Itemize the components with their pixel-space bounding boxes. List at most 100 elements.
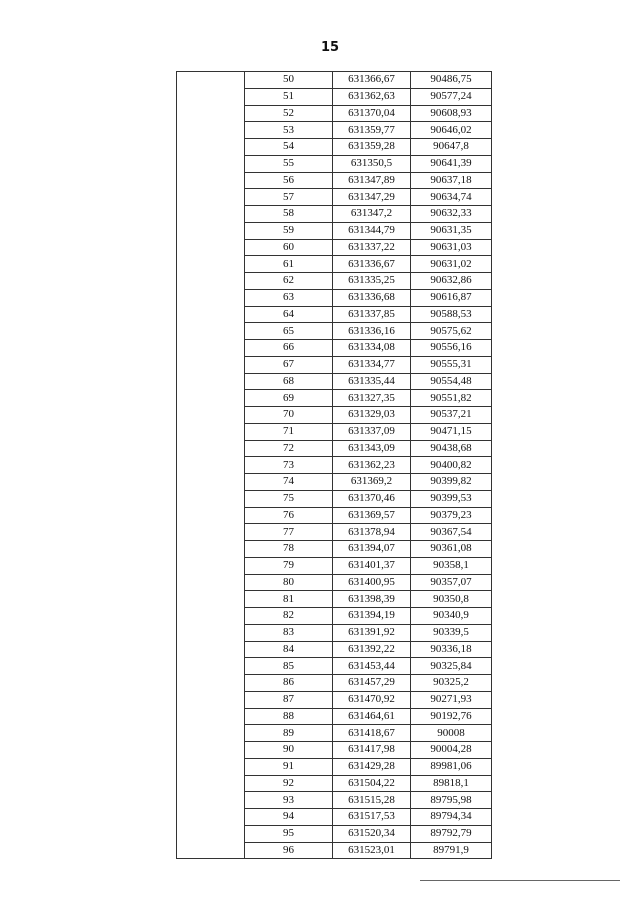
point-number-cell: 82 — [244, 607, 333, 625]
x-coordinate-cell: 631347,29 — [332, 188, 411, 206]
y-coordinate-cell: 90575,62 — [410, 322, 492, 340]
x-coordinate-cell: 631418,67 — [332, 724, 411, 742]
point-number-cell: 58 — [244, 205, 333, 223]
table-row: 72 631343,09 90438,68 — [177, 439, 492, 458]
table-row: 61 631336,67 90631,02 — [177, 255, 492, 273]
x-coordinate-cell: 631335,25 — [332, 272, 411, 290]
y-coordinate-cell: 90646,02 — [410, 121, 492, 139]
y-coordinate-cell: 90641,39 — [410, 154, 492, 173]
table-row: 91 631429,28 89981,06 — [177, 757, 492, 776]
y-coordinate-cell: 90632,86 — [410, 272, 492, 290]
x-coordinate-cell: 631344,79 — [332, 221, 411, 240]
point-number-cell: 61 — [244, 255, 333, 273]
table-row: 85 631453,44 90325,84 — [177, 657, 492, 675]
point-number-cell: 75 — [244, 489, 333, 508]
table-row: 50 631366,67 90486,75 — [176, 70, 492, 860]
y-coordinate-cell: 89792,79 — [410, 824, 492, 843]
table-row: 95 631520,34 89792,79 — [177, 824, 492, 843]
x-coordinate-cell: 631362,63 — [332, 87, 411, 106]
y-coordinate-cell: 90632,33 — [410, 205, 492, 223]
point-number-cell: 85 — [244, 657, 333, 675]
x-coordinate-cell: 631347,2 — [332, 205, 411, 223]
x-coordinate-cell: 631417,98 — [332, 741, 411, 759]
table-row: 71 631337,09 90471,15 — [177, 422, 492, 441]
point-number-cell: 59 — [244, 221, 333, 240]
point-number-cell: 64 — [244, 305, 333, 324]
y-coordinate-cell: 90588,53 — [410, 305, 492, 324]
x-coordinate-cell: 631515,28 — [332, 791, 411, 809]
blank-merged-cell — [176, 70, 245, 860]
y-coordinate-cell: 90647,8 — [410, 138, 492, 156]
point-number-cell: 81 — [244, 590, 333, 608]
table-row: 82 631394,19 90340,9 — [177, 607, 492, 625]
x-coordinate-cell: 631453,44 — [332, 657, 411, 675]
table-row: 74 631369,2 90399,82 — [177, 473, 492, 491]
footer-divider — [420, 880, 620, 881]
point-number-cell: 93 — [244, 791, 333, 809]
y-coordinate-cell: 90608,93 — [410, 104, 492, 123]
table-row: 69 631327,35 90551,82 — [177, 389, 492, 407]
point-number-cell: 83 — [244, 623, 333, 642]
point-number-cell: 67 — [244, 355, 333, 374]
y-coordinate-cell: 90400,82 — [410, 456, 492, 474]
y-coordinate-cell: 90554,48 — [410, 372, 492, 391]
table-row: 81 631398,39 90350,8 — [177, 590, 492, 608]
x-coordinate-cell: 631329,03 — [332, 406, 411, 424]
y-coordinate-cell: 90361,08 — [410, 540, 492, 558]
point-number-cell: 70 — [244, 406, 333, 424]
x-coordinate-cell: 631336,67 — [332, 255, 411, 273]
point-number-cell: 87 — [244, 690, 333, 709]
x-coordinate-cell: 631327,35 — [332, 389, 411, 407]
table-row: 79 631401,37 90358,1 — [177, 556, 492, 575]
point-number-cell: 95 — [244, 824, 333, 843]
point-number-cell: 60 — [244, 238, 333, 257]
y-coordinate-cell: 90637,18 — [410, 171, 492, 190]
x-coordinate-cell: 631334,77 — [332, 355, 411, 374]
point-number-cell: 73 — [244, 456, 333, 474]
point-number-cell: 88 — [244, 707, 333, 726]
table-row: 93 631515,28 89795,98 — [177, 791, 492, 809]
x-coordinate-cell: 631520,34 — [332, 824, 411, 843]
y-coordinate-cell: 90271,93 — [410, 690, 492, 709]
y-coordinate-cell: 90438,68 — [410, 439, 492, 458]
x-coordinate-cell: 631504,22 — [332, 774, 411, 793]
y-coordinate-cell: 90486,75 — [410, 71, 492, 89]
y-coordinate-cell: 90634,74 — [410, 188, 492, 206]
table-row: 90 631417,98 90004,28 — [177, 741, 492, 759]
x-coordinate-cell: 631391,92 — [332, 623, 411, 642]
table-row: 68 631335,44 90554,48 — [177, 372, 492, 391]
point-number-cell: 69 — [244, 389, 333, 407]
y-coordinate-cell: 90357,07 — [410, 573, 492, 592]
table-row: 89 631418,67 90008 — [177, 724, 492, 742]
point-number-cell: 54 — [244, 138, 333, 156]
coordinates-table: 50 631366,67 90486,75 51 631362,63 90577,24 52… — [176, 70, 492, 860]
x-coordinate-cell: 631350,5 — [332, 154, 411, 173]
table-row: 80 631400,95 90357,07 — [177, 573, 492, 592]
table-row: 96 631523,01 89791,9 — [177, 841, 492, 860]
point-number-cell: 71 — [244, 422, 333, 441]
point-number-cell: 78 — [244, 540, 333, 558]
y-coordinate-cell: 90004,28 — [410, 741, 492, 759]
y-coordinate-cell: 90367,54 — [410, 523, 492, 541]
point-number-cell: 56 — [244, 171, 333, 190]
x-coordinate-cell: 631337,85 — [332, 305, 411, 324]
x-coordinate-cell: 631369,2 — [332, 473, 411, 491]
point-number-cell: 92 — [244, 774, 333, 793]
y-coordinate-cell: 90339,5 — [410, 623, 492, 642]
table-row: 60 631337,22 90631,03 — [177, 238, 492, 257]
point-number-cell: 51 — [244, 87, 333, 106]
y-coordinate-cell: 90358,1 — [410, 556, 492, 575]
y-coordinate-cell: 90008 — [410, 724, 492, 742]
x-coordinate-cell: 631398,39 — [332, 590, 411, 608]
table-row: 94 631517,53 89794,34 — [177, 808, 492, 826]
x-coordinate-cell: 631470,92 — [332, 690, 411, 709]
x-coordinate-cell: 631370,46 — [332, 489, 411, 508]
point-number-cell: 91 — [244, 757, 333, 776]
y-coordinate-cell: 90631,35 — [410, 221, 492, 240]
point-number-cell: 63 — [244, 288, 333, 307]
point-number-cell: 89 — [244, 724, 333, 742]
point-number-cell: 84 — [244, 640, 333, 659]
point-number-cell: 79 — [244, 556, 333, 575]
page-number: 15 — [320, 40, 340, 55]
table-row: 63 631336,68 90616,87 — [177, 288, 492, 307]
